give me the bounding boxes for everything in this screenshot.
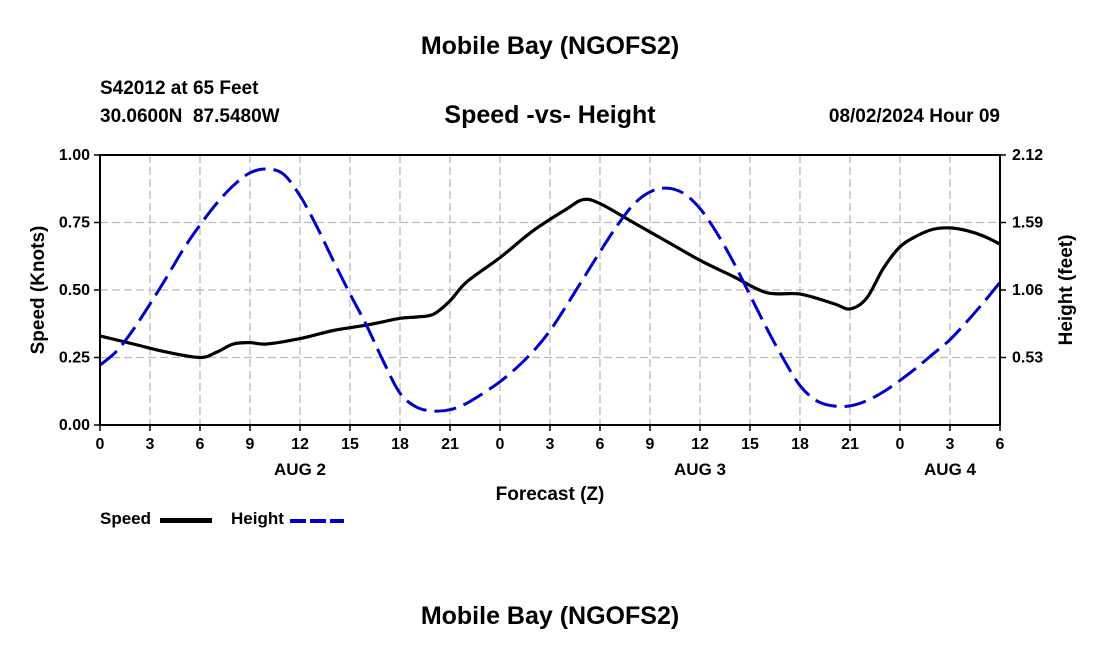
footer-title: Mobile Bay (NGOFS2) [420,602,680,630]
y2-tick-label: 0.53 [1012,350,1043,367]
x-tick-label: 3 [546,436,555,453]
speed-height-chart: 0 3 6 9 12 15 18 21 0 3 6 9 12 15 18 21 0 3 6 AUG 2 AUG 3 AUG… [28,147,1077,505]
date-label: AUG 3 [674,460,726,479]
date-label: AUG 2 [274,460,326,479]
x-axis-label: Forecast (Z) [496,484,605,505]
chart-title: Speed -vs- Height [444,101,656,129]
forecast-date: 08/02/2024 Hour 09 [828,106,1000,127]
x-tick-label: 6 [596,436,605,453]
date-label: AUG 4 [924,460,977,479]
legend-speed-swatch [160,518,212,523]
x-tick-label: 9 [646,436,655,453]
y2-tick-label: 2.12 [1012,147,1043,164]
x-tick-label: 0 [96,436,105,453]
y-tick-label: 0.00 [59,417,90,434]
x-tick-label: 9 [246,436,255,453]
x-tick-label: 21 [841,436,859,453]
y-tick-label: 0.50 [59,282,90,299]
x-tick-label: 6 [996,436,1005,453]
x-tick-label: 0 [496,436,505,453]
legend-height-swatch [290,519,344,523]
x-tick-label: 18 [791,436,809,453]
x-tick-label: 0 [896,436,905,453]
page-title: Mobile Bay (NGOFS2) [420,32,680,60]
legend-speed-label: Speed [100,509,152,528]
x-tick-label: 15 [741,436,759,453]
y2-tick-label: 1.06 [1012,282,1043,299]
x-tick-label: 21 [441,436,459,453]
y-tick-label: 0.25 [59,350,90,367]
y2-tick-label: 1.59 [1012,215,1043,232]
coordinates-label: 30.0600N 87.5480W [100,106,280,127]
x-tick-label: 3 [146,436,155,453]
legend-height-label: Height [231,509,284,528]
x-tick-label: 15 [341,436,359,453]
x-tick-label: 12 [291,436,309,453]
x-tick-label: 12 [691,436,709,453]
x-tick-label: 6 [196,436,205,453]
y-tick-label: 1.00 [59,147,90,164]
series-line-height [99,167,1002,413]
y2-axis-label: Height (feet) [1056,235,1077,346]
x-tick-label: 18 [391,436,409,453]
y-tick-label: 0.75 [59,215,90,232]
station-label: S42012 at 65 Feet [100,78,259,99]
x-tick-label: 3 [946,436,955,453]
y-axis-label: Speed (Knots) [28,226,49,355]
series-line-speed [99,197,1001,360]
